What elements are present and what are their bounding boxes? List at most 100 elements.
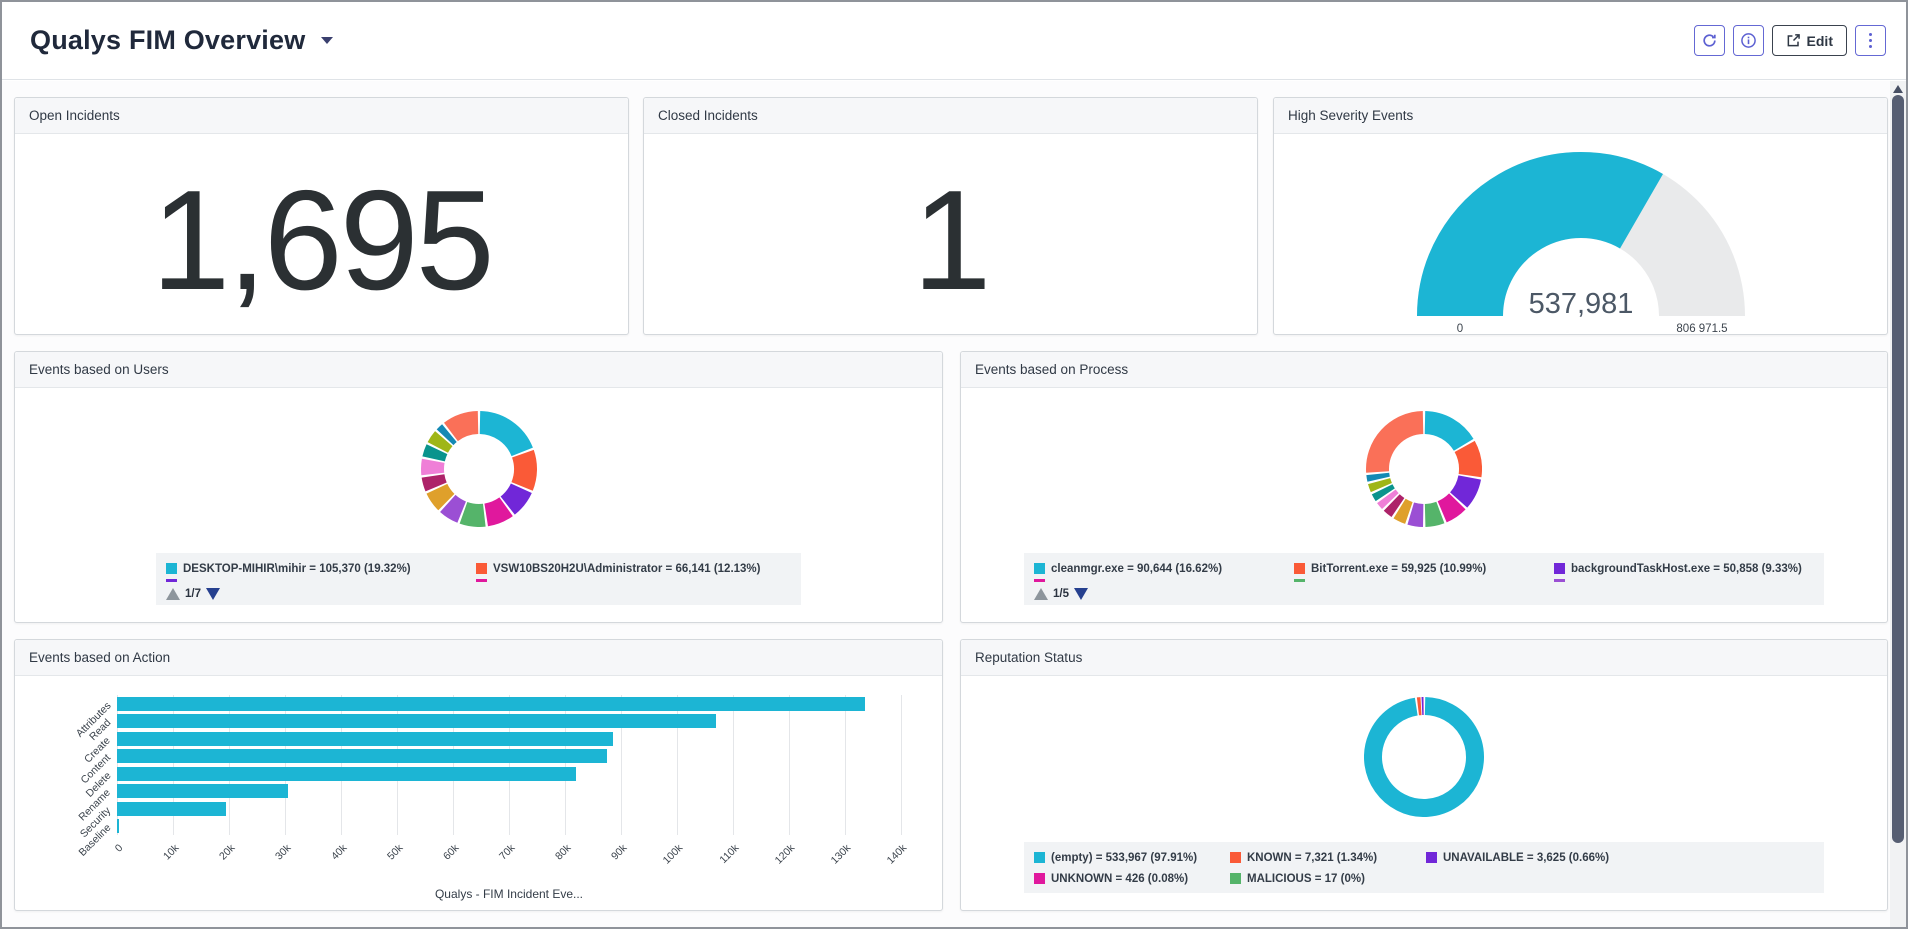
legend-item[interactable]: VSW10BS20H2U\Administrator = 66,141 (12.…	[476, 558, 786, 579]
donut-segment[interactable]	[483, 496, 513, 526]
gridline	[788, 695, 790, 835]
more-menu-button[interactable]	[1855, 25, 1886, 56]
edit-button[interactable]: Edit	[1771, 25, 1847, 56]
legend-label: UNAVAILABLE = 3,625 (0.66%)	[1443, 851, 1610, 864]
info-button[interactable]	[1732, 25, 1764, 56]
x-tick-label: 0	[112, 842, 126, 855]
donut-segment[interactable]	[1377, 488, 1399, 509]
legend-item[interactable]: UNAVAILABLE = 3,625 (0.66%)	[1426, 847, 1622, 868]
legend-item[interactable]: BitTorrent.exe = 59,925 (10.99%)	[1294, 558, 1554, 579]
panel-title: Events based on Action	[15, 640, 942, 676]
panel-title: Events based on Users	[15, 352, 942, 388]
gridline	[285, 695, 286, 835]
gridline	[677, 695, 678, 835]
panel-open-incidents: Open Incidents 1,695	[14, 97, 629, 335]
legend-item[interactable]: KNOWN = 7,321 (1.34%)	[1230, 847, 1426, 868]
legend-item[interactable]: MALICIOUS = 17 (0%)	[1230, 868, 1426, 889]
panel-title: High Severity Events	[1274, 98, 1887, 134]
donut-segment[interactable]	[1437, 492, 1466, 522]
donut-segment[interactable]	[427, 430, 453, 453]
donut-segment[interactable]	[421, 443, 447, 462]
legend-next-icon[interactable]	[1074, 587, 1088, 600]
open-in-new-icon	[1787, 34, 1800, 47]
x-tick-label: 140k	[884, 842, 910, 867]
x-tick-label: 40k	[329, 842, 350, 863]
title-dropdown-caret-icon[interactable]	[321, 37, 334, 44]
legend-page-indicator: 1/7	[185, 587, 201, 600]
legend-label: (empty) = 533,967 (97.91%)	[1051, 851, 1198, 864]
donut-segment[interactable]	[499, 482, 532, 515]
donut-segment[interactable]	[510, 449, 537, 491]
x-tick-label: 110k	[717, 842, 742, 867]
donut-segment[interactable]	[420, 458, 445, 475]
scrollbar-thumb[interactable]	[1892, 95, 1904, 843]
legend-swatch-icon	[1554, 563, 1565, 574]
gridline	[117, 695, 118, 835]
legend-next-row-peek	[1034, 579, 1814, 582]
bar[interactable]	[117, 714, 717, 729]
donut-segment[interactable]	[425, 482, 455, 510]
donut-segment[interactable]	[421, 473, 447, 491]
bar[interactable]	[117, 766, 577, 781]
legend-page-indicator: 1/5	[1053, 587, 1069, 600]
donut-segment[interactable]	[436, 423, 457, 445]
donut-segment[interactable]	[459, 501, 486, 527]
legend-prev-icon[interactable]	[1034, 587, 1048, 600]
donut-segment[interactable]	[1424, 501, 1445, 527]
users-chart-legend: DESKTOP-MIHIR\mihir = 105,370 (19.32%) VS…	[156, 553, 801, 605]
x-tick-label: 70k	[497, 842, 518, 863]
donut-segment[interactable]	[439, 494, 466, 523]
legend-prev-icon[interactable]	[166, 587, 180, 600]
legend-label: MALICIOUS = 17 (0%)	[1247, 872, 1365, 885]
gauge-min-label: 0	[1456, 323, 1462, 335]
donut-segment[interactable]	[1407, 501, 1424, 527]
legend-item[interactable]: UNKNOWN = 426 (0.08%)	[1034, 868, 1230, 889]
legend-item[interactable]: backgroundTaskHost.exe = 50,858 (9.33%)	[1554, 558, 1814, 579]
donut-segment[interactable]	[1364, 697, 1484, 817]
process-donut-chart[interactable]	[1366, 410, 1482, 532]
gridline	[732, 695, 734, 835]
x-tick-label: 130k	[828, 842, 854, 867]
legend-next-icon[interactable]	[206, 587, 220, 600]
legend-peek-swatch	[476, 579, 487, 582]
dashboard-body: Open Incidents 1,695 Closed Incidents 1 …	[2, 81, 1890, 927]
donut-segment[interactable]	[1371, 483, 1395, 501]
gridline	[229, 695, 230, 835]
gridline	[173, 695, 174, 835]
refresh-button[interactable]	[1693, 25, 1725, 56]
legend-peek-swatch	[1034, 579, 1045, 582]
donut-segment[interactable]	[1424, 410, 1474, 451]
bar[interactable]	[117, 819, 119, 834]
x-tick-label: 50k	[385, 842, 406, 863]
users-donut-chart[interactable]	[420, 410, 537, 532]
x-tick-label: 60k	[441, 842, 462, 863]
donut-segment[interactable]	[1366, 472, 1390, 482]
open-incidents-value: 1,695	[151, 161, 494, 320]
action-bar-chart[interactable]: Attributes Read Create Content Delete Rename S…	[22, 681, 935, 907]
bar[interactable]	[117, 801, 227, 816]
bar[interactable]	[117, 784, 288, 799]
legend-item[interactable]: cleanmgr.exe = 90,644 (16.62%)	[1034, 558, 1294, 579]
edit-button-label: Edit	[1806, 32, 1833, 49]
vertical-scrollbar[interactable]	[1890, 81, 1906, 927]
donut-segment[interactable]	[478, 410, 533, 457]
legend-swatch-icon	[1034, 563, 1045, 574]
reputation-donut-chart[interactable]	[1364, 696, 1484, 822]
bar[interactable]	[117, 696, 865, 711]
donut-segment[interactable]	[1454, 440, 1482, 477]
legend-item[interactable]: DESKTOP-MIHIR\mihir = 105,370 (19.32%)	[166, 558, 476, 579]
donut-segment[interactable]	[1393, 498, 1413, 524]
legend-label: cleanmgr.exe = 90,644 (16.62%)	[1051, 562, 1223, 575]
donut-segment[interactable]	[1383, 493, 1405, 517]
bar[interactable]	[117, 731, 613, 746]
donut-segment[interactable]	[443, 410, 479, 441]
legend-peek-swatch	[1294, 579, 1305, 582]
donut-segment[interactable]	[1366, 410, 1424, 473]
donut-segment[interactable]	[1449, 474, 1482, 508]
legend-item[interactable]: (empty) = 533,967 (97.91%)	[1034, 847, 1230, 868]
bar[interactable]	[117, 749, 607, 764]
info-icon	[1740, 33, 1756, 48]
scrollbar-up-icon[interactable]	[1893, 85, 1903, 93]
donut-segment[interactable]	[1368, 477, 1392, 492]
